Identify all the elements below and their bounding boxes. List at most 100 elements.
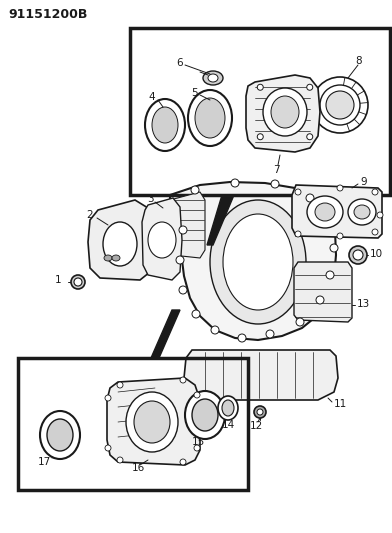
Bar <box>18 358 248 490</box>
Text: 5: 5 <box>191 88 198 98</box>
Text: 2: 2 <box>86 210 93 220</box>
Ellipse shape <box>257 134 263 140</box>
Ellipse shape <box>180 459 186 465</box>
Ellipse shape <box>40 411 80 459</box>
Ellipse shape <box>194 445 200 451</box>
Ellipse shape <box>126 392 178 452</box>
Ellipse shape <box>354 205 370 219</box>
Text: 14: 14 <box>222 420 235 430</box>
Ellipse shape <box>71 275 85 289</box>
Ellipse shape <box>349 246 367 264</box>
Polygon shape <box>292 185 382 238</box>
Ellipse shape <box>176 256 184 264</box>
Ellipse shape <box>231 179 239 187</box>
Polygon shape <box>294 262 352 322</box>
Ellipse shape <box>211 326 219 334</box>
Ellipse shape <box>337 233 343 239</box>
Ellipse shape <box>218 396 238 420</box>
Ellipse shape <box>271 96 299 128</box>
Text: 9: 9 <box>360 177 367 187</box>
Text: 1: 1 <box>55 275 62 285</box>
Polygon shape <box>168 192 205 258</box>
Polygon shape <box>88 200 152 280</box>
Polygon shape <box>151 310 180 358</box>
Polygon shape <box>107 378 200 465</box>
Ellipse shape <box>348 199 376 225</box>
Ellipse shape <box>377 212 383 218</box>
Ellipse shape <box>307 196 343 228</box>
Ellipse shape <box>307 134 313 140</box>
Ellipse shape <box>306 194 314 202</box>
Ellipse shape <box>74 278 82 286</box>
Ellipse shape <box>324 216 332 224</box>
Text: 15: 15 <box>192 437 205 447</box>
Text: 7: 7 <box>273 165 279 175</box>
Ellipse shape <box>353 250 363 260</box>
Ellipse shape <box>117 382 123 388</box>
Ellipse shape <box>316 296 324 304</box>
Text: 16: 16 <box>132 463 145 473</box>
Text: 91151200B: 91151200B <box>8 7 87 20</box>
Ellipse shape <box>222 400 234 416</box>
Ellipse shape <box>188 90 232 146</box>
Ellipse shape <box>223 214 293 310</box>
Ellipse shape <box>372 229 378 235</box>
Polygon shape <box>142 198 182 280</box>
Ellipse shape <box>145 99 185 151</box>
Ellipse shape <box>320 85 360 125</box>
Ellipse shape <box>326 91 354 119</box>
Ellipse shape <box>208 74 218 82</box>
Ellipse shape <box>330 244 338 252</box>
Polygon shape <box>170 182 336 340</box>
Ellipse shape <box>295 189 301 195</box>
Text: 4: 4 <box>148 92 154 102</box>
Ellipse shape <box>238 334 246 342</box>
Text: 10: 10 <box>370 249 383 259</box>
Ellipse shape <box>257 409 263 415</box>
Ellipse shape <box>134 401 170 443</box>
Polygon shape <box>184 350 338 400</box>
Polygon shape <box>207 195 234 245</box>
Ellipse shape <box>179 286 187 294</box>
Ellipse shape <box>195 98 225 138</box>
Ellipse shape <box>263 88 307 136</box>
Ellipse shape <box>180 377 186 383</box>
Ellipse shape <box>257 84 263 90</box>
Ellipse shape <box>312 77 368 133</box>
Ellipse shape <box>210 200 306 324</box>
Text: 17: 17 <box>38 457 51 467</box>
Ellipse shape <box>148 222 176 258</box>
Ellipse shape <box>185 391 225 439</box>
Ellipse shape <box>326 271 334 279</box>
Ellipse shape <box>271 180 279 188</box>
Ellipse shape <box>103 222 137 266</box>
Text: 11: 11 <box>334 399 347 409</box>
Ellipse shape <box>315 203 335 221</box>
Ellipse shape <box>337 185 343 191</box>
Ellipse shape <box>104 255 112 261</box>
Text: 13: 13 <box>357 299 370 309</box>
Ellipse shape <box>112 255 120 261</box>
Ellipse shape <box>266 330 274 338</box>
Ellipse shape <box>105 395 111 401</box>
Ellipse shape <box>307 84 313 90</box>
Ellipse shape <box>203 71 223 85</box>
Ellipse shape <box>372 189 378 195</box>
Polygon shape <box>246 75 320 152</box>
Bar <box>130 28 390 195</box>
Text: 3: 3 <box>147 194 154 204</box>
Ellipse shape <box>117 457 123 463</box>
Ellipse shape <box>295 231 301 237</box>
Ellipse shape <box>192 310 200 318</box>
Ellipse shape <box>192 399 218 431</box>
Ellipse shape <box>152 107 178 143</box>
Text: 8: 8 <box>355 56 362 66</box>
Text: 6: 6 <box>176 58 183 68</box>
Ellipse shape <box>194 392 200 398</box>
Ellipse shape <box>47 419 73 451</box>
Text: 12: 12 <box>250 421 263 431</box>
Ellipse shape <box>191 186 199 194</box>
Ellipse shape <box>179 226 187 234</box>
Ellipse shape <box>254 406 266 418</box>
Ellipse shape <box>296 318 304 326</box>
